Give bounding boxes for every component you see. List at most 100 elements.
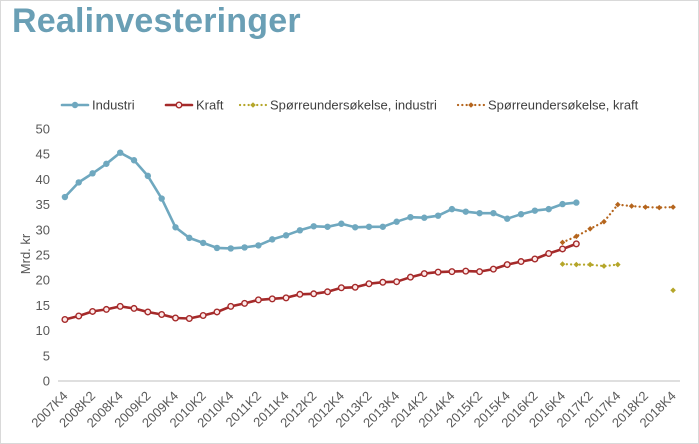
data-point xyxy=(199,311,207,319)
series-4 xyxy=(559,201,676,246)
data-point xyxy=(117,149,124,156)
x-axis: 2007K42008K22008K42009K22009K42010K22010… xyxy=(28,380,680,430)
data-point xyxy=(324,288,332,296)
data-point xyxy=(227,245,234,252)
data-point xyxy=(393,278,401,286)
legend-item-1: Industri xyxy=(60,98,135,113)
y-axis: 0 5 10 15 20 25 30 35 40 45 50 xyxy=(36,122,50,389)
data-point xyxy=(310,290,318,298)
data-point xyxy=(254,296,262,304)
data-point xyxy=(268,295,276,303)
series-line xyxy=(63,151,578,250)
data-point xyxy=(462,208,469,215)
data-point xyxy=(269,236,276,243)
data-point xyxy=(421,214,428,221)
data-point xyxy=(490,209,497,217)
data-point xyxy=(572,240,580,248)
data-point xyxy=(227,302,235,310)
data-point xyxy=(255,242,262,249)
data-point xyxy=(324,223,331,230)
data-point xyxy=(144,172,152,180)
data-point xyxy=(615,201,621,208)
data-point xyxy=(573,233,580,240)
data-point xyxy=(670,287,676,294)
data-point xyxy=(296,290,304,298)
data-point xyxy=(75,312,83,320)
data-point xyxy=(393,218,400,225)
data-point xyxy=(379,278,387,286)
data-point xyxy=(103,160,110,167)
data-point xyxy=(503,261,511,269)
data-point xyxy=(587,261,593,268)
data-point xyxy=(351,224,359,231)
data-point xyxy=(241,244,248,251)
data-point xyxy=(365,223,373,230)
y-tick-label: 40 xyxy=(36,172,50,187)
series-2 xyxy=(61,240,580,324)
data-point xyxy=(559,261,566,267)
data-point xyxy=(130,304,138,312)
series-line xyxy=(561,263,619,268)
data-point xyxy=(573,261,580,268)
data-point xyxy=(89,307,97,315)
legend-label: Industri xyxy=(92,98,135,113)
legend-item-4: Spørreundersøkelse, kraft xyxy=(456,98,639,113)
series-line xyxy=(561,203,675,244)
legend-marker xyxy=(175,101,183,109)
y-tick-label: 35 xyxy=(36,197,50,212)
data-point xyxy=(186,234,193,242)
series-3 xyxy=(559,261,676,294)
data-point xyxy=(628,203,635,209)
data-point xyxy=(573,199,580,206)
y-tick-label: 15 xyxy=(36,298,50,313)
data-point xyxy=(158,195,165,202)
data-point xyxy=(601,218,607,225)
y-tick-label: 45 xyxy=(36,147,50,162)
data-point xyxy=(199,239,207,247)
data-point xyxy=(559,239,566,246)
data-point xyxy=(531,255,539,263)
data-point xyxy=(670,204,676,210)
data-point xyxy=(102,305,110,313)
data-point xyxy=(213,308,221,316)
legend-item-3: Spørreundersøkelse, industri xyxy=(238,98,437,113)
data-point xyxy=(476,209,483,217)
data-point xyxy=(504,215,511,222)
y-axis-label: Mrd. kr xyxy=(18,233,33,274)
data-point xyxy=(559,245,567,253)
data-point xyxy=(462,267,470,275)
data-point xyxy=(434,212,442,219)
data-point xyxy=(75,179,82,186)
data-point xyxy=(296,227,304,234)
data-point xyxy=(406,273,414,281)
y-tick-label: 25 xyxy=(36,248,50,263)
data-point xyxy=(476,268,484,276)
data-point xyxy=(158,310,166,318)
data-point xyxy=(379,223,387,230)
data-point xyxy=(61,193,69,201)
legend-label: Spørreundersøkelse, industri xyxy=(270,98,437,113)
data-point xyxy=(185,315,193,323)
legend-marker xyxy=(468,102,474,108)
data-point xyxy=(448,205,456,213)
data-point xyxy=(61,316,69,324)
data-point xyxy=(656,204,663,211)
data-point xyxy=(559,200,566,208)
data-point xyxy=(615,261,621,268)
data-point xyxy=(545,205,552,213)
y-tick-label: 20 xyxy=(36,273,50,288)
legend-marker xyxy=(250,102,256,108)
data-point xyxy=(351,283,359,291)
data-point xyxy=(89,170,96,177)
legend-item-2: Kraft xyxy=(164,98,224,113)
data-point xyxy=(144,308,152,316)
data-point xyxy=(434,268,442,276)
y-tick-label: 10 xyxy=(36,323,50,338)
data-point xyxy=(448,268,456,276)
data-point xyxy=(337,284,345,292)
data-point xyxy=(310,223,317,230)
data-point xyxy=(545,249,553,257)
data-point xyxy=(213,244,221,252)
